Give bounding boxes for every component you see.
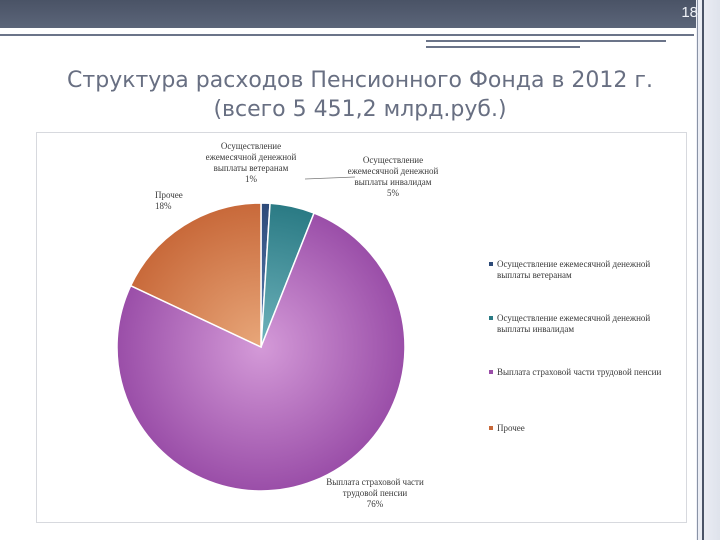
legend-text-line: Прочее [497,423,525,433]
slice-label-veterans: Осуществление ежемесячной денежной выплаты… [206,141,297,184]
legend-entry-veterans: Осуществление ежемесячной денежной выплат… [497,259,650,280]
legend-entry-other: Прочее [497,423,525,433]
slice-label-line: выплаты инвалидам [354,177,431,187]
slice-value-label: 1% [245,174,258,184]
header-rule-short-2 [426,46,580,48]
legend-swatch-disabled [489,316,493,320]
slice-label-line: выплаты ветеранам [214,163,289,173]
title-line-2: (всего 5 451,2 млрд.руб.) [213,97,507,122]
legend-swatch-other [489,426,493,430]
legend-text-line: Выплата страховой части трудовой пенсии [497,367,661,377]
slice-label-line: ежемесячной денежной [348,166,439,176]
slice-label-line: Осуществление [363,155,423,165]
right-rule-2 [697,0,698,540]
slice-label-line: ежемесячной денежной [206,152,297,162]
title-line-1: Структура расходов Пенсионного Фонда в 2… [67,68,653,93]
slice-label-line: Выплата страховой части [326,477,424,487]
right-border [696,0,720,540]
slide-number: 18 [681,4,698,21]
header-rule-short [426,40,666,42]
header-rule [0,34,694,36]
leader-line-disabled [304,176,356,180]
top-band [0,0,720,28]
slice-label-disabled: Осуществление ежемесячной денежной выплаты… [348,155,439,198]
slice-label-line: Прочее [155,190,183,200]
slice-label-line: трудовой пенсии [343,488,408,498]
pie-slice-insurance-pension [116,212,406,492]
legend-entry-disabled: Осуществление ежемесячной денежной выплат… [497,313,650,334]
slice-label-insurance-pension: Выплата страховой части трудовой пенсии 76… [326,477,424,509]
legend-text-line: Осуществление ежемесячной денежной [497,313,650,323]
slice-label-line: Осуществление [221,141,281,151]
slice-label-other: Прочее 18% [155,190,183,211]
slice-value-label: 5% [387,188,400,198]
slide-title: Структура расходов Пенсионного Фонда в 2… [30,66,690,124]
legend-text-line: Осуществление ежемесячной денежной [497,259,650,269]
legend-entry-insurance-pension: Выплата страховой части трудовой пенсии [497,367,661,377]
right-rule [702,0,704,540]
legend-swatch-veterans [489,262,493,266]
legend-text-line: выплаты инвалидам [497,324,574,334]
slice-value-label: 76% [367,499,384,509]
legend-swatch-insurance-pension [489,370,493,374]
pie-chart: Осуществление ежемесячной денежной выплаты… [116,141,661,509]
chart-frame: Осуществление ежемесячной денежной выплаты… [36,132,687,523]
legend-text-line: выплаты ветеранам [497,270,572,280]
slice-value-label: 18% [155,201,172,211]
pie-slice-other [129,202,262,349]
